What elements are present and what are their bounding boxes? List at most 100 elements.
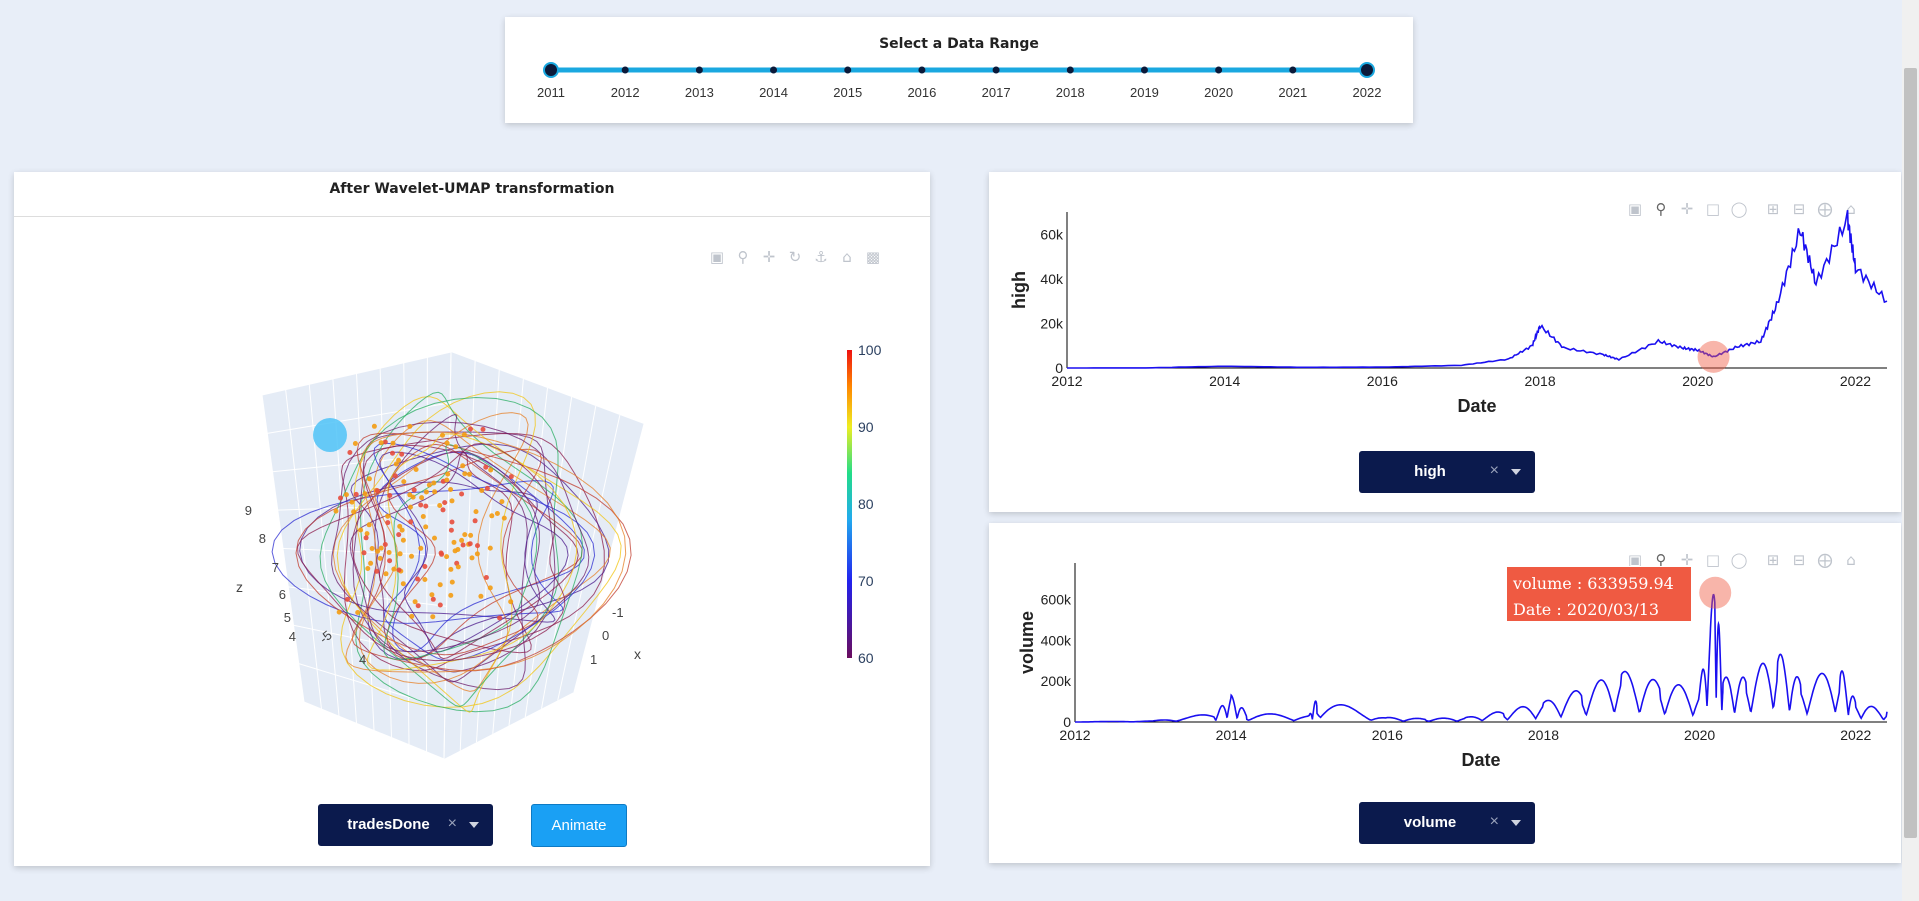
range-year-label: 2012 xyxy=(611,85,640,100)
series-line xyxy=(1075,593,1888,723)
scatter-point xyxy=(399,527,405,533)
scatter-point xyxy=(365,566,371,571)
range-slider-title: Select a Data Range xyxy=(879,36,1039,52)
scatter-point xyxy=(355,610,361,615)
range-handle[interactable] xyxy=(543,62,559,78)
series-line xyxy=(1067,210,1888,369)
autoscale-icon[interactable]: ⨁ xyxy=(1817,200,1833,218)
lasso-icon[interactable]: ◯ xyxy=(1730,200,1748,218)
scatter-point xyxy=(468,426,473,432)
zoom-out-icon[interactable]: ⊟ xyxy=(1792,551,1806,569)
scrollbar-thumb[interactable] xyxy=(1904,68,1917,838)
page-scrollbar[interactable] xyxy=(1902,0,1919,901)
trajectory-curve xyxy=(336,391,536,713)
scatter-point xyxy=(432,535,437,541)
scatter-point xyxy=(397,551,403,557)
tooltip-date-line: Date : 2020/03/13 xyxy=(1513,600,1660,619)
zoom-icon[interactable]: ⚲ xyxy=(1655,200,1667,218)
scatter-point xyxy=(390,450,395,456)
scatter-point xyxy=(400,537,406,543)
pan-icon[interactable]: ✛ xyxy=(762,248,776,266)
zoom-icon[interactable]: ⚲ xyxy=(737,248,749,266)
clear-icon[interactable]: × xyxy=(447,815,457,832)
camera-icon[interactable]: ▣ xyxy=(709,248,725,266)
high-chart-card: ▣ ⚲ ✛ □ ◯ ⊞ ⊟ ⨁ ⌂ 0 20k 40k 60k 2012 2014 2016… xyxy=(989,172,1901,512)
scatter-point xyxy=(508,474,514,480)
turntable-icon[interactable]: ⚓ xyxy=(814,248,828,266)
box-select-icon[interactable]: □ xyxy=(1705,200,1721,218)
zoom-out-icon[interactable]: ⊟ xyxy=(1792,200,1806,218)
range-slider[interactable]: 2011 2012 2013 2014 2015 2016 2017 2018 2019 2020… xyxy=(505,17,1413,123)
range-handle[interactable] xyxy=(1359,62,1375,78)
scatter-point xyxy=(390,440,396,446)
high-line-chart[interactable]: 0 20k 40k 60k 2012 2014 2016 2018 2020 2022 Date hi… xyxy=(989,172,1901,432)
camera-icon[interactable]: ▣ xyxy=(1627,551,1643,569)
y-tick-label: 400k xyxy=(1041,632,1072,648)
colorbar-tick-label: 100 xyxy=(858,342,882,358)
x-tick-label: 2020 xyxy=(1684,727,1715,743)
trajectory-curve xyxy=(351,450,532,654)
grid-line xyxy=(524,396,573,718)
volume-line-chart[interactable]: 0 200k 400k 600k 2012 2014 2016 2018 2020 2022 Dat… xyxy=(989,523,1901,783)
volume-variable-dropdown[interactable]: volume × xyxy=(1359,802,1535,844)
camera-video-icon[interactable]: ▩ xyxy=(865,248,881,266)
x-tick-label: 2014 xyxy=(1209,373,1240,389)
y-axis-title: volume xyxy=(1017,611,1037,674)
trajectory-curve xyxy=(331,421,590,683)
z-tick-label: 7 xyxy=(272,560,279,575)
scatter-point xyxy=(382,542,388,547)
grid-line xyxy=(476,369,500,743)
scatter-point xyxy=(411,487,417,493)
scatter-point xyxy=(488,467,494,473)
home-icon[interactable]: ⌂ xyxy=(1846,551,1856,569)
animate-button[interactable]: Animate xyxy=(531,804,627,847)
home-icon[interactable]: ⌂ xyxy=(842,248,852,266)
scatter-point xyxy=(452,548,458,554)
grid-line xyxy=(508,387,548,726)
x-tick-label: 2012 xyxy=(1051,373,1082,389)
scatter-point xyxy=(353,491,359,497)
scatter-point xyxy=(467,541,473,547)
lasso-icon[interactable]: ◯ xyxy=(1730,551,1748,569)
umap-variable-dropdown[interactable]: tradesDone × xyxy=(318,804,493,846)
trajectory-curve xyxy=(271,480,564,624)
chevron-down-icon[interactable] xyxy=(1511,469,1521,475)
zoom-icon[interactable]: ⚲ xyxy=(1655,551,1667,569)
chevron-down-icon[interactable] xyxy=(1511,820,1521,826)
trajectory-curve xyxy=(363,444,579,660)
range-year-label: 2014 xyxy=(759,85,788,100)
scatter-point xyxy=(489,513,495,519)
range-tick-dot xyxy=(1140,66,1148,74)
scatter-point xyxy=(374,488,380,494)
scatter-point xyxy=(375,548,381,554)
scatter-point xyxy=(432,489,438,495)
scatter-point xyxy=(459,491,465,497)
x-axis-title: Date xyxy=(1461,750,1500,770)
camera-icon[interactable]: ▣ xyxy=(1627,200,1643,218)
clear-icon[interactable]: × xyxy=(1489,462,1499,479)
high-variable-dropdown[interactable]: high × xyxy=(1359,451,1535,493)
scatter-point xyxy=(409,613,415,619)
tooltip-volume-line: volume : 633959.94 xyxy=(1513,574,1674,593)
home-icon[interactable]: ⌂ xyxy=(1846,200,1856,218)
zoom-in-icon[interactable]: ⊞ xyxy=(1766,200,1780,218)
scatter-point xyxy=(385,513,391,519)
box-select-icon[interactable]: □ xyxy=(1705,551,1721,569)
scatter-point xyxy=(366,522,372,528)
colorbar-tick-label: 80 xyxy=(858,496,874,512)
zoom-in-icon[interactable]: ⊞ xyxy=(1766,551,1780,569)
orbit-icon[interactable]: ↻ xyxy=(788,248,802,266)
autoscale-icon[interactable]: ⨁ xyxy=(1817,551,1833,569)
scatter-point xyxy=(479,488,485,493)
grid-line xyxy=(303,701,445,760)
pan-icon[interactable]: ✛ xyxy=(1680,551,1694,569)
pan-icon[interactable]: ✛ xyxy=(1680,200,1694,218)
scatter-point xyxy=(409,553,414,559)
scatter-point xyxy=(448,487,454,492)
scatter-point xyxy=(382,439,388,445)
scatter-point xyxy=(445,471,451,477)
scatter-point xyxy=(501,515,507,521)
chevron-down-icon[interactable] xyxy=(469,822,479,828)
clear-icon[interactable]: × xyxy=(1489,813,1499,830)
